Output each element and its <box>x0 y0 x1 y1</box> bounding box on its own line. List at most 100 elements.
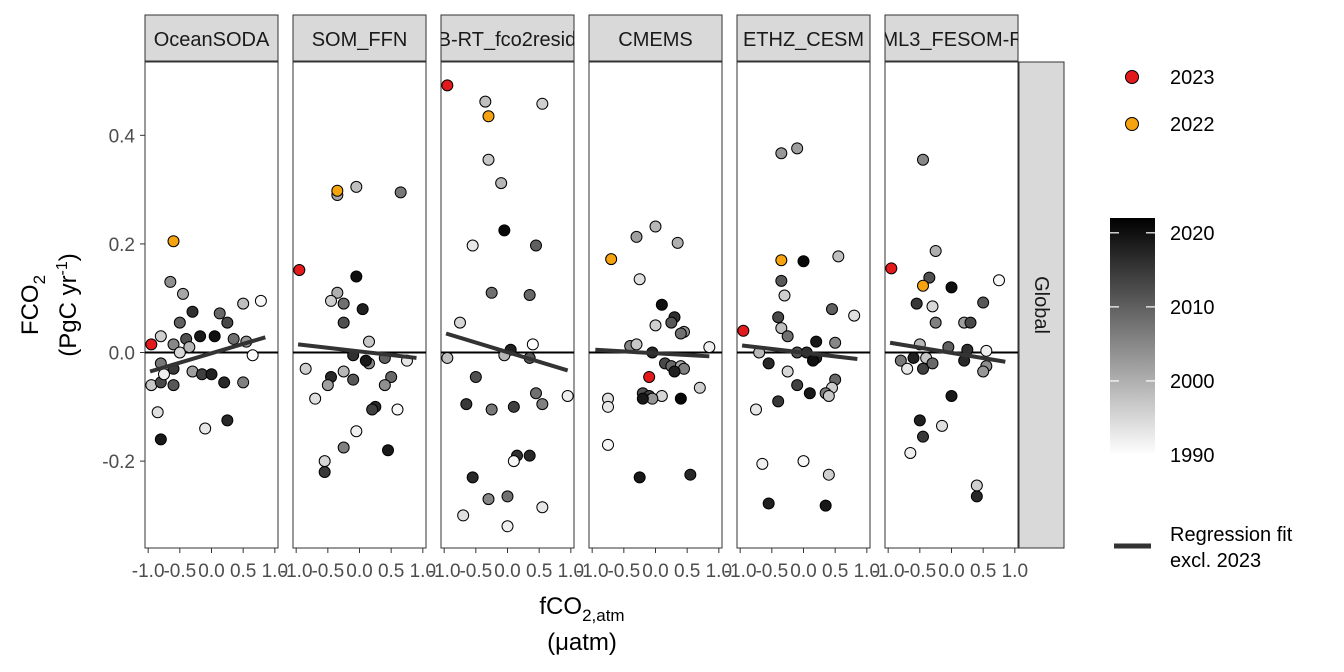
data-point <box>819 499 832 512</box>
data-point <box>523 449 536 462</box>
data-point <box>167 338 180 351</box>
highlight-point <box>737 324 750 337</box>
highlight-point <box>885 262 898 275</box>
data-point <box>321 379 334 392</box>
data-point <box>218 376 231 389</box>
data-point <box>454 316 466 329</box>
data-point <box>173 316 186 329</box>
facet-strip-label: ETHZ_CESM <box>743 29 864 51</box>
facet-strip-label: SOM_FFN <box>312 29 408 51</box>
colorbar-gradient <box>1110 218 1155 455</box>
x-tick-label: 0.5 <box>970 561 996 582</box>
data-point <box>363 335 375 348</box>
data-point <box>507 455 520 468</box>
facet-strip-label: ULB-RT_fco2residual <box>412 29 603 51</box>
highlight-point <box>643 370 656 383</box>
x-tick-label: -1.0 <box>280 561 313 582</box>
data-point <box>337 441 350 454</box>
data-point <box>391 403 404 416</box>
facet-plot-area <box>588 61 723 549</box>
data-point <box>530 239 542 252</box>
data-point <box>945 389 958 402</box>
y-axis-unit-superscript: -1 <box>54 261 71 275</box>
facet-strip <box>144 14 279 62</box>
data-point <box>359 354 372 367</box>
data-point <box>366 403 379 416</box>
x-tick-label: 1.0 <box>1002 561 1028 582</box>
data-point <box>977 365 990 378</box>
facet-panels: OceanSODA SOM_FFN ULB-RT_fco2residual CMEMS… <box>144 14 1075 549</box>
y-axis: -0.2 0.0 0.2 0.4 <box>102 126 145 473</box>
x-tick-label: 1.0 <box>410 561 436 582</box>
data-point <box>630 230 643 243</box>
facet-strip-label: NIES-ML3_FESOM-REcoM <box>828 29 1075 51</box>
x-axis-title: fCO2,atm (μatm) <box>539 593 624 656</box>
y-tick-label: 0.4 <box>109 126 136 147</box>
data-point <box>923 271 936 284</box>
data-point <box>781 330 794 343</box>
data-point <box>186 305 199 318</box>
highlight-year-legend: 2023 2022 <box>1125 67 1215 136</box>
data-point <box>318 455 331 468</box>
data-point <box>167 379 180 392</box>
data-point <box>977 296 990 309</box>
data-point <box>810 335 823 348</box>
data-point <box>385 370 398 383</box>
x-tick-label: -0.5 <box>459 561 492 582</box>
x-tick-label: 0.5 <box>674 561 700 582</box>
data-point <box>665 316 678 329</box>
data-point <box>797 455 810 468</box>
data-point <box>803 387 816 400</box>
facet-strip <box>440 14 575 62</box>
data-point <box>213 307 226 320</box>
data-point <box>797 255 810 268</box>
data-point <box>154 433 167 446</box>
data-point <box>791 142 804 155</box>
x-tick-label: -1.0 <box>428 561 461 582</box>
data-point <box>337 316 350 329</box>
data-point <box>495 177 508 190</box>
x-tick-label: 0.5 <box>526 561 552 582</box>
data-point <box>350 180 363 193</box>
x-tick-label: -0.5 <box>311 561 344 582</box>
data-point <box>164 275 177 288</box>
data-point <box>479 95 492 108</box>
data-point <box>917 153 929 166</box>
data-point <box>791 379 804 392</box>
data-point <box>964 316 977 329</box>
data-point <box>350 425 363 438</box>
legend-label: 2022 <box>1170 114 1215 136</box>
data-point <box>822 389 835 402</box>
data-point <box>382 444 394 457</box>
highlight-point <box>917 279 929 292</box>
facet-strip <box>884 14 1019 62</box>
data-point <box>485 403 498 416</box>
x-axis-unit: (μatm) <box>547 629 617 656</box>
data-point <box>926 300 939 313</box>
highlight-point <box>605 253 618 266</box>
x-tick-label: 0.0 <box>198 561 224 582</box>
data-point <box>466 239 479 252</box>
data-point <box>221 316 234 329</box>
data-point <box>772 311 785 324</box>
data-point <box>498 224 511 237</box>
x-tick-label: -1.0 <box>576 561 609 582</box>
data-point <box>668 365 681 378</box>
y-tick-label: -0.2 <box>102 452 135 473</box>
data-point <box>901 362 914 375</box>
x-tick-label: 0.0 <box>938 561 964 582</box>
legend-key-point <box>1125 70 1139 84</box>
data-point <box>469 370 482 383</box>
data-point <box>993 274 1005 287</box>
data-point <box>501 520 514 533</box>
row-strip: Global <box>1018 61 1065 549</box>
data-point <box>173 346 186 359</box>
svg-text:FCO2: FCO2 <box>17 275 49 335</box>
y-axis-unit-suffix: ) <box>55 253 82 261</box>
data-point <box>460 398 473 411</box>
data-point <box>208 330 221 343</box>
data-point <box>331 286 344 299</box>
data-point <box>684 468 697 481</box>
data-point <box>762 497 775 510</box>
